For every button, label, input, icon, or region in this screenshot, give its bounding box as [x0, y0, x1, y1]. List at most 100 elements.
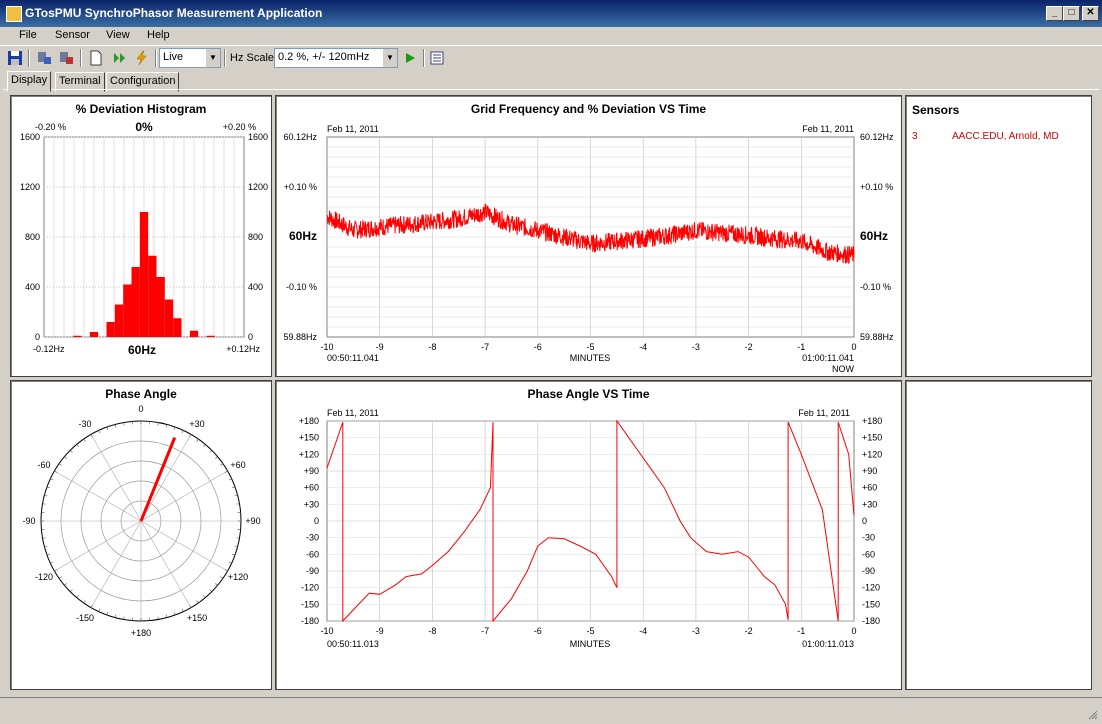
phase-date-right: Feb 11, 2011: [798, 408, 850, 418]
histogram-panel: % Deviation Histogram -0.20 % 0% +0.20 %…: [10, 95, 272, 377]
phase-ytick-right: -60: [862, 549, 875, 559]
phase-xtick: -2: [745, 626, 753, 636]
polar-tick: [158, 423, 159, 426]
polar-tick: [43, 504, 46, 505]
polar-tick: [210, 590, 212, 592]
phase-xtick: -5: [586, 626, 594, 636]
phase-ytick-left: -150: [301, 599, 319, 609]
polar-label-plus180: +180: [131, 628, 151, 638]
menu-file[interactable]: File: [19, 29, 37, 41]
polar-tick: [84, 439, 86, 441]
phase-xtick: -8: [428, 626, 436, 636]
menu-sensor[interactable]: Sensor: [55, 29, 90, 41]
phase-time-panel: Phase Angle VS Time Feb 11, 2011 Feb 11,…: [275, 380, 902, 690]
tab-display[interactable]: Display: [7, 71, 51, 92]
freq-xtick: 0: [851, 342, 856, 352]
polar-tick: [190, 605, 192, 608]
phase-needle: [141, 438, 175, 521]
phase-xtick: -3: [692, 626, 700, 636]
list-icon[interactable]: [429, 50, 445, 66]
phase-polar-panel: Phase Angle 0 +30 +60 +90 +120 +150 +180…: [10, 380, 272, 690]
phase-ytick-right: -120: [862, 583, 880, 593]
maximize-button[interactable]: □: [1063, 6, 1080, 21]
freq-xtick: -2: [745, 342, 753, 352]
polar-label-plus60: +60: [230, 460, 245, 470]
polar-tick: [115, 424, 116, 427]
polar-tick: [237, 504, 240, 505]
phase-xtick: -6: [534, 626, 542, 636]
freq-xtick: -1: [797, 342, 805, 352]
toolbar: Live ▼ Hz Scale 0.2 %, +/- 120mHz ▼: [0, 45, 1102, 70]
freq-date-left: Feb 11, 2011: [327, 124, 379, 134]
menu-view[interactable]: View: [106, 29, 130, 41]
polar-tick: [44, 495, 47, 496]
polar-tick: [99, 609, 100, 612]
hist-ytick-right: 400: [248, 282, 263, 292]
polar-tick: [215, 457, 217, 459]
polar-tick: [174, 427, 175, 430]
sensors-panel: Sensors 3 AACC.EDU, Arnold, MD: [905, 95, 1092, 377]
hist-top-right: +0.20 %: [223, 122, 256, 132]
app-icon: [6, 6, 22, 22]
freq-ytick-right: 60.12Hz: [860, 132, 894, 142]
polar-tick: [124, 423, 125, 426]
phase-time-left: 00:50:11.013: [327, 639, 379, 649]
menu-help[interactable]: Help: [147, 29, 170, 41]
flash-icon[interactable]: [134, 50, 150, 66]
polar-tick: [47, 487, 50, 488]
hist-ytick-right: 800: [248, 232, 263, 242]
polar-label-plus90: +90: [245, 516, 260, 526]
phase-ytick-left: +180: [299, 416, 319, 426]
hz-scale-select[interactable]: 0.2 %, +/- 120mHz ▼: [274, 48, 398, 68]
sensor-id: 3: [912, 131, 918, 142]
phase-xtick: -4: [639, 626, 647, 636]
hist-bar: [123, 285, 131, 338]
save-icon[interactable]: [7, 50, 23, 66]
sensor-connect-icon[interactable]: [36, 50, 52, 66]
new-document-icon[interactable]: [88, 50, 104, 66]
phase-ytick-right: -90: [862, 566, 875, 576]
sensor-disconnect-icon[interactable]: [58, 50, 74, 66]
hist-bar: [157, 277, 165, 337]
polar-spoke: [141, 434, 191, 521]
hz-scale-label: Hz Scale: [230, 52, 274, 64]
phase-ytick-right: +30: [862, 499, 877, 509]
hist-ytick-left: 1200: [20, 182, 40, 192]
title-bar[interactable]: GTosPMU SynchroPhasor Measurement Applic…: [0, 0, 1102, 27]
phase-ytick-left: +30: [304, 499, 319, 509]
polar-tick: [190, 434, 192, 437]
polar-label-plus120: +120: [228, 572, 248, 582]
polar-tick: [229, 562, 232, 563]
phase-date-left: Feb 11, 2011: [327, 408, 379, 418]
hist-bottom-right: +0.12Hz: [226, 344, 260, 354]
empty-panel: [905, 380, 1092, 690]
polar-tick: [203, 444, 205, 446]
freq-ytick-left: 60.12Hz: [283, 132, 317, 142]
play-icon[interactable]: [402, 50, 418, 66]
freq-xtick: -6: [534, 342, 542, 352]
polar-tick: [54, 570, 57, 572]
hist-bar: [140, 212, 148, 337]
hist-bar: [90, 332, 98, 337]
resize-grip-icon[interactable]: [1088, 710, 1098, 720]
hist-bar: [107, 322, 115, 337]
polar-tick: [235, 546, 238, 547]
phase-ytick-left: -90: [306, 566, 319, 576]
polar-tick: [225, 570, 228, 572]
forward-icon[interactable]: [112, 50, 128, 66]
polar-tick: [232, 554, 235, 555]
freq-xtick: -9: [376, 342, 384, 352]
polar-tick: [77, 595, 79, 597]
phase-xtick: 0: [851, 626, 856, 636]
phase-xtick: -1: [797, 626, 805, 636]
mode-select[interactable]: Live ▼: [159, 48, 221, 68]
menu-bar: File Sensor View Help: [0, 27, 1102, 45]
polar-tick: [182, 609, 183, 612]
close-button[interactable]: ✕: [1082, 6, 1099, 21]
polar-tick: [59, 464, 61, 466]
polar-tick: [64, 457, 66, 459]
mode-value: Live: [163, 51, 183, 63]
minimize-button[interactable]: _: [1046, 6, 1063, 21]
hist-bar: [115, 305, 123, 338]
